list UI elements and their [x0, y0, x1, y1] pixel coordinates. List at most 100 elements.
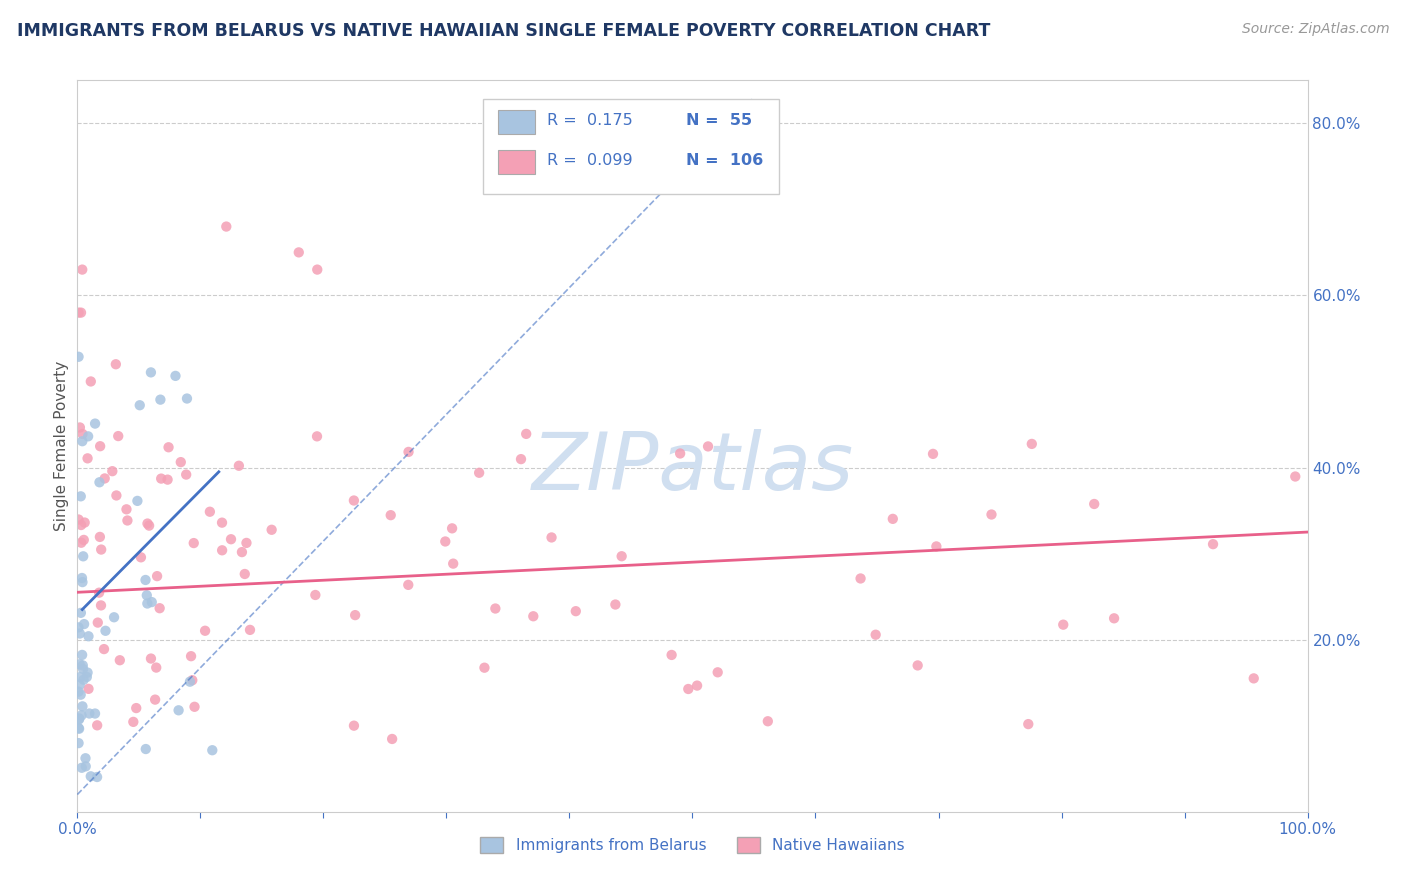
Point — [1202, 537, 1225, 551]
Point — [72, 699, 94, 714]
Point — [135, 742, 157, 756]
Legend: Immigrants from Belarus, Native Hawaiians: Immigrants from Belarus, Native Hawaiian… — [474, 830, 911, 859]
Point — [72, 575, 94, 590]
Point — [170, 455, 193, 469]
Point — [135, 588, 157, 602]
Point — [198, 505, 221, 519]
Point — [143, 692, 166, 706]
Point — [1102, 611, 1125, 625]
Point — [434, 534, 457, 549]
Point — [605, 598, 627, 612]
Point — [70, 606, 93, 620]
Point — [90, 542, 112, 557]
Point — [67, 722, 90, 736]
Point — [176, 392, 198, 406]
Point — [135, 573, 157, 587]
Point — [468, 466, 491, 480]
Point — [925, 540, 948, 554]
Point — [80, 769, 103, 783]
Point — [678, 681, 700, 696]
Point — [122, 714, 145, 729]
Point — [129, 550, 152, 565]
Point — [396, 578, 419, 592]
Point — [515, 426, 537, 441]
Point — [72, 549, 94, 564]
Point — [89, 439, 111, 453]
Point — [67, 736, 90, 750]
Point — [72, 434, 94, 449]
Point — [136, 597, 159, 611]
Point — [80, 375, 103, 389]
Point — [67, 711, 90, 725]
Point — [156, 473, 179, 487]
Point — [145, 660, 167, 674]
Point — [89, 475, 111, 490]
Point — [179, 674, 201, 689]
Point — [70, 535, 93, 549]
Point — [201, 743, 224, 757]
Point — [115, 502, 138, 516]
Point — [75, 751, 97, 765]
Point — [343, 493, 366, 508]
Point — [141, 595, 163, 609]
Point — [381, 731, 404, 746]
Point — [865, 628, 887, 642]
Point — [127, 494, 149, 508]
Point — [86, 770, 108, 784]
Point — [67, 713, 90, 727]
Point — [117, 513, 139, 527]
Point — [610, 549, 633, 564]
Point — [165, 368, 187, 383]
Point — [219, 533, 242, 547]
Point — [260, 523, 283, 537]
Point — [76, 451, 98, 466]
Point — [756, 714, 779, 729]
Point — [398, 445, 420, 459]
Point — [84, 417, 107, 431]
Point — [231, 545, 253, 559]
Point — [72, 427, 94, 442]
Point — [183, 536, 205, 550]
Point — [174, 467, 197, 482]
Point — [1021, 437, 1043, 451]
Point — [76, 665, 98, 680]
Point — [474, 661, 496, 675]
Point — [150, 472, 173, 486]
Text: R =  0.099: R = 0.099 — [547, 153, 633, 169]
Point — [103, 610, 125, 624]
Point — [211, 516, 233, 530]
Point — [180, 649, 202, 664]
Point — [69, 670, 91, 684]
Point — [706, 665, 728, 680]
Point — [128, 398, 150, 412]
Point — [1284, 469, 1306, 483]
Point — [90, 599, 112, 613]
Point — [70, 648, 93, 662]
Point — [380, 508, 402, 523]
Point — [77, 629, 100, 643]
Point — [304, 588, 326, 602]
Point — [73, 533, 96, 547]
Point — [86, 718, 108, 732]
Point — [669, 446, 692, 460]
Point — [540, 531, 562, 545]
Point — [72, 658, 94, 673]
Point — [484, 601, 506, 615]
Point — [233, 566, 256, 581]
Point — [101, 464, 124, 478]
Point — [157, 440, 180, 454]
Point — [194, 624, 217, 638]
Point — [73, 516, 96, 530]
Point — [344, 608, 367, 623]
Point — [181, 673, 204, 688]
Point — [510, 452, 533, 467]
Point — [288, 245, 311, 260]
Point — [67, 305, 90, 319]
Point — [139, 651, 162, 665]
Point — [77, 681, 100, 696]
Point — [1243, 672, 1265, 686]
FancyBboxPatch shape — [484, 99, 779, 194]
Point — [907, 658, 929, 673]
Point — [441, 521, 464, 535]
Point — [75, 759, 97, 773]
